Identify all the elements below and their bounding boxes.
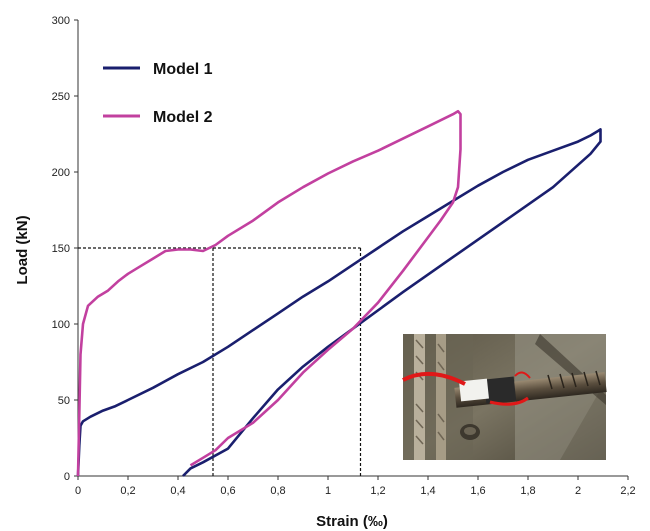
- x-tick-label: 0,6: [220, 485, 235, 497]
- x-tick-label: 2,2: [620, 485, 635, 497]
- y-tick-label: 0: [64, 471, 70, 483]
- series-line-model-1: [76, 128, 602, 477]
- x-tick-label: 1: [325, 485, 331, 497]
- x-tick-label: 0,2: [120, 485, 135, 497]
- x-tick-label: 1,8: [520, 485, 535, 497]
- series-group: [76, 109, 602, 477]
- y-tick-label: 200: [52, 167, 70, 179]
- y-tick-group: 0 50 100 150 200 250 300: [52, 15, 78, 483]
- x-tick-label: 1,2: [370, 485, 385, 497]
- x-tick-label: 0,4: [170, 485, 185, 497]
- y-tick-label: 300: [52, 15, 70, 27]
- x-tick-label: 2: [575, 485, 581, 497]
- x-tick-label: 1,4: [420, 485, 435, 497]
- y-tick-label: 150: [52, 243, 70, 255]
- reference-lines: [78, 247, 362, 476]
- x-tick-group: 0 0,2 0,4 0,6 0,8 1 1,2 1,4 1,6 1,8 2 2,2: [75, 476, 636, 497]
- x-tick-label: 0: [75, 485, 81, 497]
- strain-gauge-photo: [402, 334, 607, 460]
- y-tick-label: 50: [58, 395, 70, 407]
- legend-label-model-1: Model 1: [153, 61, 213, 78]
- series-line-model-2: [76, 109, 462, 477]
- legend: Model 1 Model 2: [103, 61, 213, 126]
- x-tick-label: 1,6: [470, 485, 485, 497]
- y-tick-label: 100: [52, 319, 70, 331]
- y-axis-title: Load (kN): [14, 215, 31, 284]
- x-tick-label: 0,8: [270, 485, 285, 497]
- legend-label-model-2: Model 2: [153, 109, 213, 126]
- x-axis-title: Strain (‰): [316, 513, 388, 530]
- y-tick-label: 250: [52, 91, 70, 103]
